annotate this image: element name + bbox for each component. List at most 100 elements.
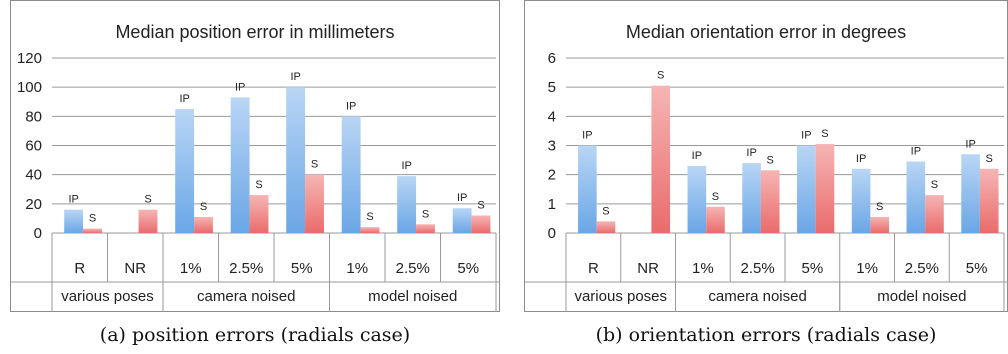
category-label: 5% <box>966 260 988 277</box>
bar-data-label: S <box>200 201 207 213</box>
bar-data-label: S <box>657 70 664 82</box>
y-tick-label: 0 <box>548 225 556 242</box>
group-label: camera noised <box>197 288 295 305</box>
bar-data-label: IP <box>179 93 189 105</box>
bar-s <box>83 228 102 233</box>
bar-data-label: IP <box>457 192 467 204</box>
bar-ip <box>961 154 980 233</box>
bar-data-label: S <box>712 191 719 203</box>
category-label: R <box>588 260 599 277</box>
y-tick-label: 3 <box>548 138 556 155</box>
y-tick-label: 120 <box>17 50 42 67</box>
category-label: NR <box>637 260 659 277</box>
bar-s <box>249 195 269 233</box>
bar-ip <box>742 163 761 233</box>
chart-title: Median position error in millimeters <box>115 22 394 42</box>
bar-data-label: IP <box>692 150 702 162</box>
bar-ip <box>906 161 926 233</box>
bar-data-label: IP <box>746 147 756 159</box>
y-tick-label: 60 <box>25 138 42 155</box>
y-tick-label: 40 <box>25 167 42 184</box>
category-label: 5% <box>291 260 313 277</box>
bar-s <box>925 195 944 233</box>
bar-s <box>305 174 324 233</box>
bar-ip <box>286 87 306 234</box>
category-label: 2.5% <box>741 260 775 277</box>
bar-ip <box>341 116 361 233</box>
category-label: 2.5% <box>396 260 430 277</box>
bar-data-label: S <box>931 179 938 191</box>
bar-ip <box>64 209 84 233</box>
y-tick-label: 0 <box>34 225 42 242</box>
bar-data-label: S <box>821 128 828 140</box>
bar-data-label: S <box>477 200 484 212</box>
bar-s <box>360 227 380 233</box>
bar-s <box>760 170 780 233</box>
bar-data-label: S <box>311 159 318 171</box>
bar-data-label: S <box>876 201 883 213</box>
bar-s <box>706 206 725 233</box>
bar-ip <box>175 109 195 233</box>
bar-s <box>870 216 890 233</box>
category-label: 5% <box>802 260 824 277</box>
bar-data-label: IP <box>290 71 300 83</box>
bar-s <box>651 85 671 233</box>
bar-data-label: IP <box>801 130 811 142</box>
chart-title: Median orientation error in degrees <box>626 22 906 42</box>
y-tick-label: 100 <box>17 79 42 96</box>
bar-data-label: IP <box>582 130 592 142</box>
category-label: R <box>74 260 85 277</box>
bar-data-label: S <box>767 154 774 166</box>
caption-orientation: (b) orientation errors (radials case) <box>595 324 937 346</box>
category-label: 5% <box>457 260 479 277</box>
group-label: camera noised <box>708 288 806 305</box>
bar-ip <box>452 208 472 233</box>
bar-data-label: IP <box>965 138 975 150</box>
category-label: 1% <box>856 260 878 277</box>
group-label: model noised <box>368 288 457 305</box>
category-label: NR <box>124 260 146 277</box>
position-error-chart: Median position error in millimeters 0 20 4… <box>10 0 500 312</box>
bar-s <box>979 168 999 233</box>
y-tick-label: 2 <box>548 167 556 184</box>
bar-data-label: IP <box>346 100 356 112</box>
bar-data-label: IP <box>911 146 921 158</box>
chart-panel-position: Median position error in millimeters 0 20 4… <box>10 0 500 317</box>
bar-data-label: IP <box>401 160 411 172</box>
y-tick-label: 80 <box>25 108 42 125</box>
bar-s <box>416 224 435 233</box>
y-tick-label: 1 <box>548 196 556 213</box>
category-label: 1% <box>180 260 202 277</box>
bar-data-label: IP <box>68 194 78 206</box>
bar-s <box>815 144 835 233</box>
bar-data-label: IP <box>856 153 866 165</box>
y-tick-label: 20 <box>25 196 42 213</box>
y-tick-label: 4 <box>548 108 556 125</box>
caption-position: (a) position errors (radials case) <box>99 324 411 346</box>
chart-frame <box>524 0 1008 312</box>
bar-data-label: S <box>89 213 96 225</box>
bar-ip <box>230 97 250 233</box>
group-label: various poses <box>574 288 667 305</box>
bar-data-label: S <box>422 208 429 220</box>
category-label: 1% <box>346 260 368 277</box>
bar-data-label: S <box>602 205 609 217</box>
bar-data-label: S <box>144 194 151 206</box>
bar-data-label: S <box>986 153 993 165</box>
bar-data-label: S <box>255 179 262 191</box>
category-label: 1% <box>692 260 714 277</box>
bar-ip <box>851 168 871 233</box>
bar-ip <box>797 145 816 233</box>
bar-data-label: S <box>366 211 373 223</box>
bar-s <box>596 221 616 233</box>
orientation-error-chart: Median orientation error in degrees 0 1 2 3 4… <box>524 0 1008 312</box>
category-label: 2.5% <box>905 260 939 277</box>
bar-s <box>471 215 491 233</box>
y-tick-label: 5 <box>548 79 556 96</box>
chart-panel-orientation: Median orientation error in degrees 0 1 2 3 4… <box>524 0 1008 317</box>
bar-ip <box>578 145 597 233</box>
bar-data-label: IP <box>235 81 245 93</box>
bar-s <box>194 216 213 233</box>
group-label: model noised <box>877 288 966 305</box>
chart-frame <box>10 0 500 312</box>
